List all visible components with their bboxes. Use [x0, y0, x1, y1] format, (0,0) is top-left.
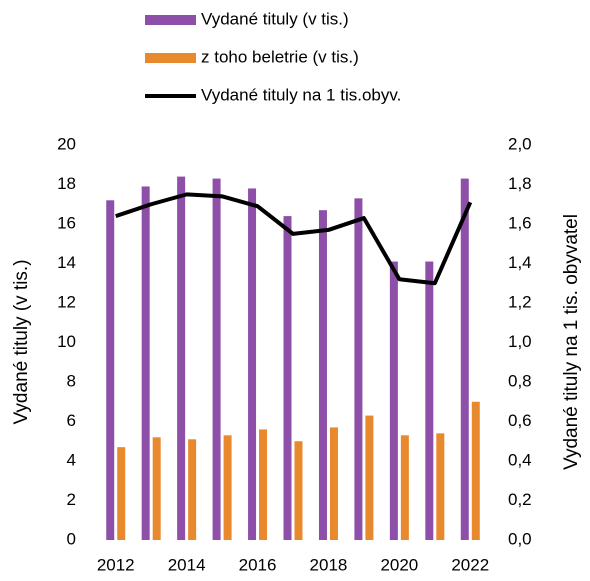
- y-tick-label: 14: [57, 253, 76, 272]
- legend-label: Vydané tituly na 1 tis.obyv.: [201, 85, 401, 104]
- x-tick-label: 2016: [239, 555, 277, 574]
- y2-tick-label: 0,0: [508, 529, 532, 548]
- y2-tick-label: 1,0: [508, 332, 532, 351]
- bar: [365, 415, 374, 540]
- y-tick-label: 16: [57, 213, 76, 232]
- y2-axis-title: Vydané tituly na 1 tis. obyvatel: [561, 214, 582, 470]
- y-tick-label: 0: [67, 529, 76, 548]
- y2-tick-label: 0,8: [508, 371, 532, 390]
- bar: [354, 198, 363, 540]
- x-tick-label: 2012: [97, 555, 135, 574]
- bar: [212, 178, 221, 540]
- line: [115, 192, 473, 286]
- bar: [152, 437, 161, 540]
- y-axis-title: Vydané tituly (v tis.): [11, 259, 32, 424]
- y2-tick-label: 0,4: [508, 450, 532, 469]
- bar: [106, 200, 115, 541]
- bar: [400, 435, 409, 540]
- bar: [223, 435, 232, 540]
- bar: [177, 176, 186, 540]
- y2-tick-label: 1,6: [508, 213, 532, 232]
- y-tick-label: 8: [67, 371, 76, 390]
- legend-label: Vydané tituly (v tis.): [201, 9, 349, 28]
- y2-tick-label: 1,4: [508, 253, 532, 272]
- bar: [329, 427, 338, 540]
- bar: [188, 439, 197, 540]
- bar: [141, 186, 150, 540]
- y2-tick-label: 1,8: [508, 174, 532, 193]
- y-tick-label: 10: [57, 332, 76, 351]
- y2-tick-label: 1,2: [508, 292, 532, 311]
- legend-swatch: [145, 53, 196, 63]
- bar: [471, 401, 480, 540]
- legend-label: z toho beletrie (v tis.): [201, 47, 359, 66]
- bar: [259, 429, 268, 540]
- y2-tick-label: 0,6: [508, 411, 532, 430]
- bar: [117, 447, 126, 540]
- x-tick-label: 2022: [451, 555, 489, 574]
- y2-tick-label: 2,0: [508, 134, 532, 153]
- y-tick-label: 18: [57, 174, 76, 193]
- bar: [436, 433, 445, 540]
- bar: [283, 216, 292, 540]
- bar: [460, 178, 469, 540]
- x-tick-label: 2018: [310, 555, 348, 574]
- x-tick-label: 2014: [168, 555, 206, 574]
- bar: [248, 188, 257, 540]
- y-tick-label: 6: [67, 411, 76, 430]
- bar: [425, 261, 434, 540]
- y-tick-label: 2: [67, 490, 76, 509]
- bar: [318, 210, 327, 541]
- legend-swatch: [145, 15, 196, 25]
- y-tick-label: 4: [67, 450, 76, 469]
- x-tick-label: 2020: [380, 555, 418, 574]
- y-tick-label: 20: [57, 134, 76, 153]
- y-tick-label: 12: [57, 292, 76, 311]
- bar: [389, 261, 398, 540]
- bar: [294, 441, 303, 540]
- y2-tick-label: 0,2: [508, 490, 532, 509]
